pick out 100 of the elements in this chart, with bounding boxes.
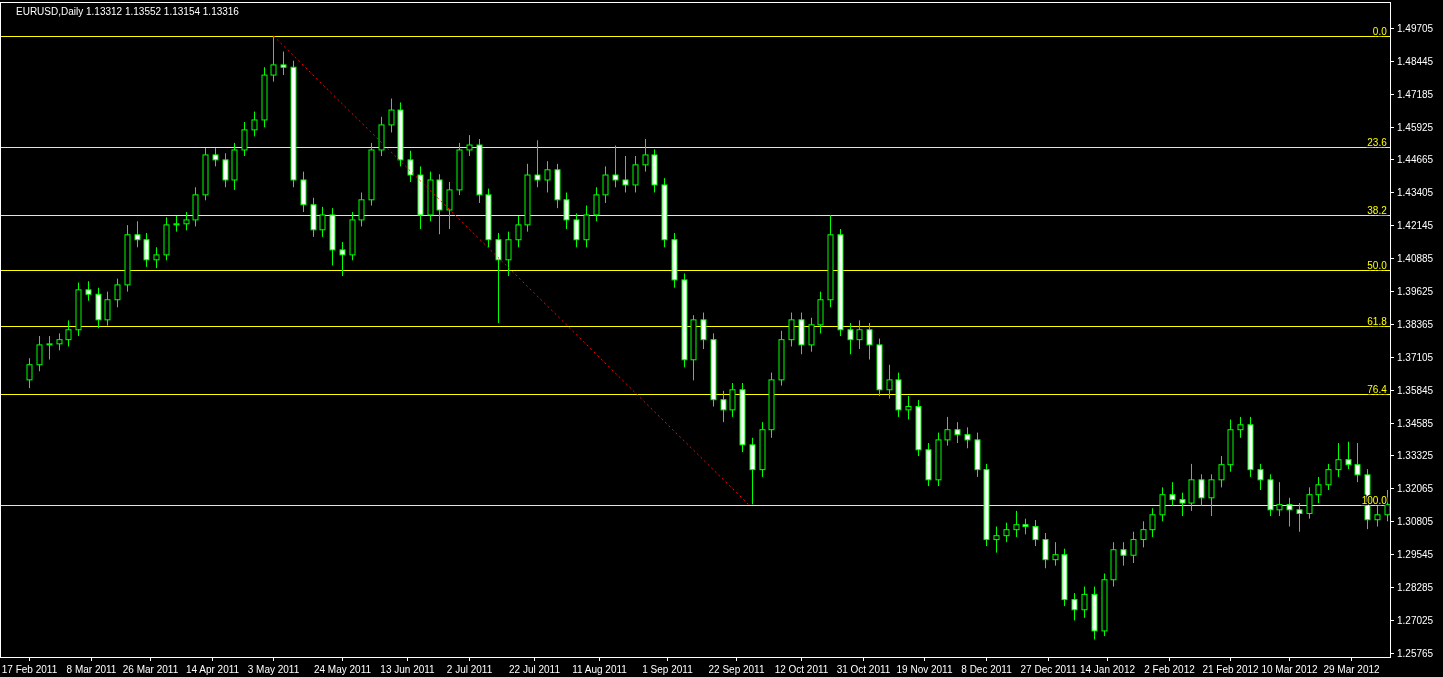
candlestick <box>788 312 795 347</box>
candlestick <box>26 357 33 389</box>
y-tick-label: 1.47185 <box>1397 89 1434 100</box>
y-tick-label: 1.38365 <box>1397 319 1434 330</box>
candlestick <box>720 390 727 423</box>
y-tick-label: 1.34585 <box>1397 418 1434 429</box>
y-tick-label: 1.27025 <box>1397 615 1434 626</box>
candlestick <box>85 280 92 302</box>
candlestick <box>388 98 395 133</box>
y-tick-label: 1.49705 <box>1397 23 1434 34</box>
y-tick-label: 1.45925 <box>1397 122 1434 133</box>
y-tick-label: 1.48445 <box>1397 56 1434 67</box>
candlestick <box>593 186 600 222</box>
candlestick <box>1179 492 1186 517</box>
candlestick <box>1188 463 1195 512</box>
annotation: 38.2 <box>1367 204 1388 216</box>
x-tick-label: 3 May 2011 <box>247 663 300 675</box>
x-tick-label: 17 Feb 2011 <box>1 663 58 675</box>
x-tick-label: 8 Dec 2011 <box>961 663 1013 675</box>
candlestick <box>622 155 629 193</box>
candlestick <box>358 192 365 227</box>
candlestick <box>104 291 111 327</box>
candlestick <box>1052 541 1059 567</box>
x-tick-label: 14 Apr 2011 <box>185 663 240 675</box>
candlestick <box>1354 442 1361 483</box>
candlestick <box>905 395 912 421</box>
x-tick-label: 26 Mar 2011 <box>122 663 179 675</box>
candlestick <box>1315 476 1322 504</box>
candlestick <box>856 319 863 350</box>
y-tick-label: 1.42145 <box>1397 220 1434 231</box>
x-tick-label: 27 Dec 2011 <box>1020 663 1077 675</box>
annotation: 76.4 <box>1367 383 1388 395</box>
x-tick-label: 2 Feb 2012 <box>1144 663 1196 675</box>
candlestick <box>632 155 639 193</box>
x-tick-label: 1 Sep 2011 <box>642 663 694 675</box>
candlestick <box>251 111 258 137</box>
x-tick-label: 22 Sep 2011 <box>708 663 765 675</box>
candlestick <box>183 211 190 231</box>
chart-title: EURUSD,Daily 1.13312 1.13552 1.13154 1.13316 <box>16 6 240 17</box>
candlestick <box>212 147 219 167</box>
candlestick <box>563 192 570 230</box>
candlestick <box>1306 486 1313 520</box>
y-tick-label: 1.39625 <box>1397 286 1434 297</box>
x-tick-label: 21 Feb 2012 <box>1202 663 1260 675</box>
candlestick <box>134 220 141 248</box>
y-tick-label: 1.28285 <box>1397 582 1434 593</box>
candlestick <box>114 278 121 308</box>
annotation: 61.8 <box>1367 315 1388 327</box>
x-tick-label: 11 Aug 2011 <box>572 663 628 675</box>
candlestick <box>954 421 961 444</box>
candlestick <box>65 319 72 347</box>
x-tick-label: 12 Oct 2011 <box>774 663 829 675</box>
candlestick <box>515 215 522 248</box>
candlestick <box>866 322 873 361</box>
candlestick <box>280 51 287 76</box>
y-tick-label: 1.35845 <box>1397 385 1434 396</box>
candlestick <box>407 150 414 183</box>
candlestick <box>993 526 1000 554</box>
candlestick <box>339 241 346 277</box>
candlestick <box>886 364 893 400</box>
x-tick-label: 29 Mar 2012 <box>1323 663 1381 675</box>
candlestick <box>36 335 43 372</box>
candlestick <box>1276 481 1283 517</box>
candlestick <box>46 335 53 361</box>
candlestick <box>534 139 541 188</box>
candlestick <box>612 145 619 188</box>
candlestick <box>1140 520 1147 548</box>
candlestick <box>270 35 277 83</box>
candlestick <box>1159 486 1166 522</box>
candlestick <box>143 232 150 268</box>
candlestick <box>1374 505 1381 528</box>
candlestick <box>153 246 160 269</box>
candlestick <box>466 134 473 157</box>
candlestick <box>1208 473 1215 517</box>
candlestick <box>1218 455 1225 488</box>
candlestick <box>1071 592 1078 621</box>
candlestick <box>1013 510 1020 538</box>
candlestick <box>1120 541 1127 567</box>
annotation: 50.0 <box>1367 259 1388 271</box>
x-tick-label: 13 Jun 2011 <box>380 663 436 675</box>
candlestick <box>495 232 502 324</box>
candlestick <box>222 152 229 188</box>
y-tick-label: 1.40885 <box>1397 253 1434 264</box>
candlestick <box>1325 463 1332 491</box>
candlestick <box>505 231 512 277</box>
candlestick <box>544 160 551 193</box>
y-tick-label: 1.37105 <box>1397 352 1434 363</box>
candlestick <box>1130 531 1137 564</box>
x-tick-label: 8 Mar 2011 <box>66 663 117 675</box>
candlestick <box>847 322 854 355</box>
y-tick-label: 1.33325 <box>1397 450 1434 461</box>
candlestick <box>1237 416 1244 439</box>
x-tick-label: 31 Oct 2011 <box>836 663 891 675</box>
candlestick <box>1257 463 1264 491</box>
candlestick <box>700 312 707 350</box>
y-tick-label: 1.44665 <box>1397 154 1434 165</box>
candlestick <box>1032 519 1039 547</box>
candlestick <box>1345 441 1352 470</box>
candlestick <box>1169 481 1176 507</box>
y-tick-label: 1.25765 <box>1397 648 1434 659</box>
